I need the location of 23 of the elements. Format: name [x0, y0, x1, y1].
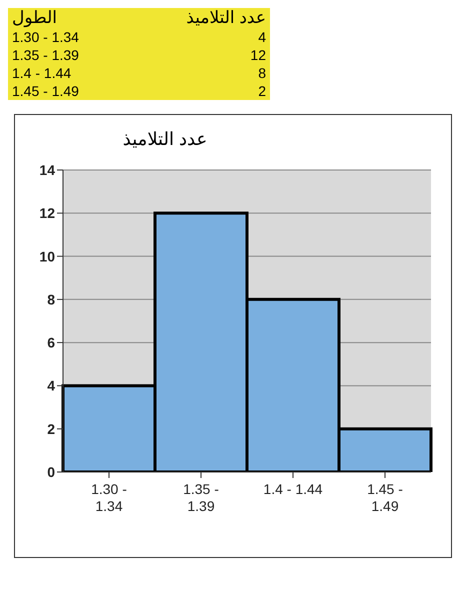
y-tick-label: 14 [39, 162, 56, 178]
chart-title: عدد التلاميذ [122, 129, 208, 150]
y-tick-label: 8 [47, 291, 56, 308]
x-tick-label: 1.45 - 1.49 [367, 481, 404, 514]
y-tick-label: 6 [47, 334, 56, 351]
x-tick-label: 1.35 - 1.39 [183, 481, 220, 514]
y-tick-label: 4 [47, 378, 56, 394]
y-tick-label: 12 [39, 205, 56, 222]
y-tick-label: 0 [47, 464, 56, 480]
text: 1.45 - 1.49 [11, 82, 80, 100]
text: 4 [257, 28, 267, 46]
text: 1.4 - 1.44 [11, 64, 72, 82]
text: 1.30 - 1.34 [11, 28, 80, 46]
y-tick-label: 10 [39, 248, 56, 264]
x-tick-label: 1.4 - 1.44 [263, 481, 323, 497]
text: 1.35 - 1.39 [11, 46, 80, 64]
text: عدد التلاميذ [185, 8, 267, 28]
x-tick-label: 1.30 - 1.34 [91, 481, 128, 514]
text: الطول [11, 8, 58, 28]
text: 12 [249, 46, 267, 64]
y-tick-label: 2 [47, 420, 56, 437]
text: 8 [257, 64, 267, 82]
text: 2 [257, 82, 267, 100]
